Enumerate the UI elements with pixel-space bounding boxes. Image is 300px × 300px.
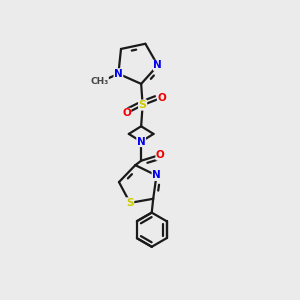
Text: CH₃: CH₃ bbox=[90, 76, 108, 85]
Text: N: N bbox=[114, 69, 123, 79]
Text: S: S bbox=[126, 198, 134, 208]
Text: O: O bbox=[122, 108, 131, 118]
Text: N: N bbox=[152, 170, 161, 181]
Text: N: N bbox=[137, 136, 146, 147]
Text: O: O bbox=[156, 150, 165, 160]
Text: O: O bbox=[158, 93, 166, 103]
Text: S: S bbox=[139, 100, 147, 110]
Text: N: N bbox=[154, 60, 162, 70]
